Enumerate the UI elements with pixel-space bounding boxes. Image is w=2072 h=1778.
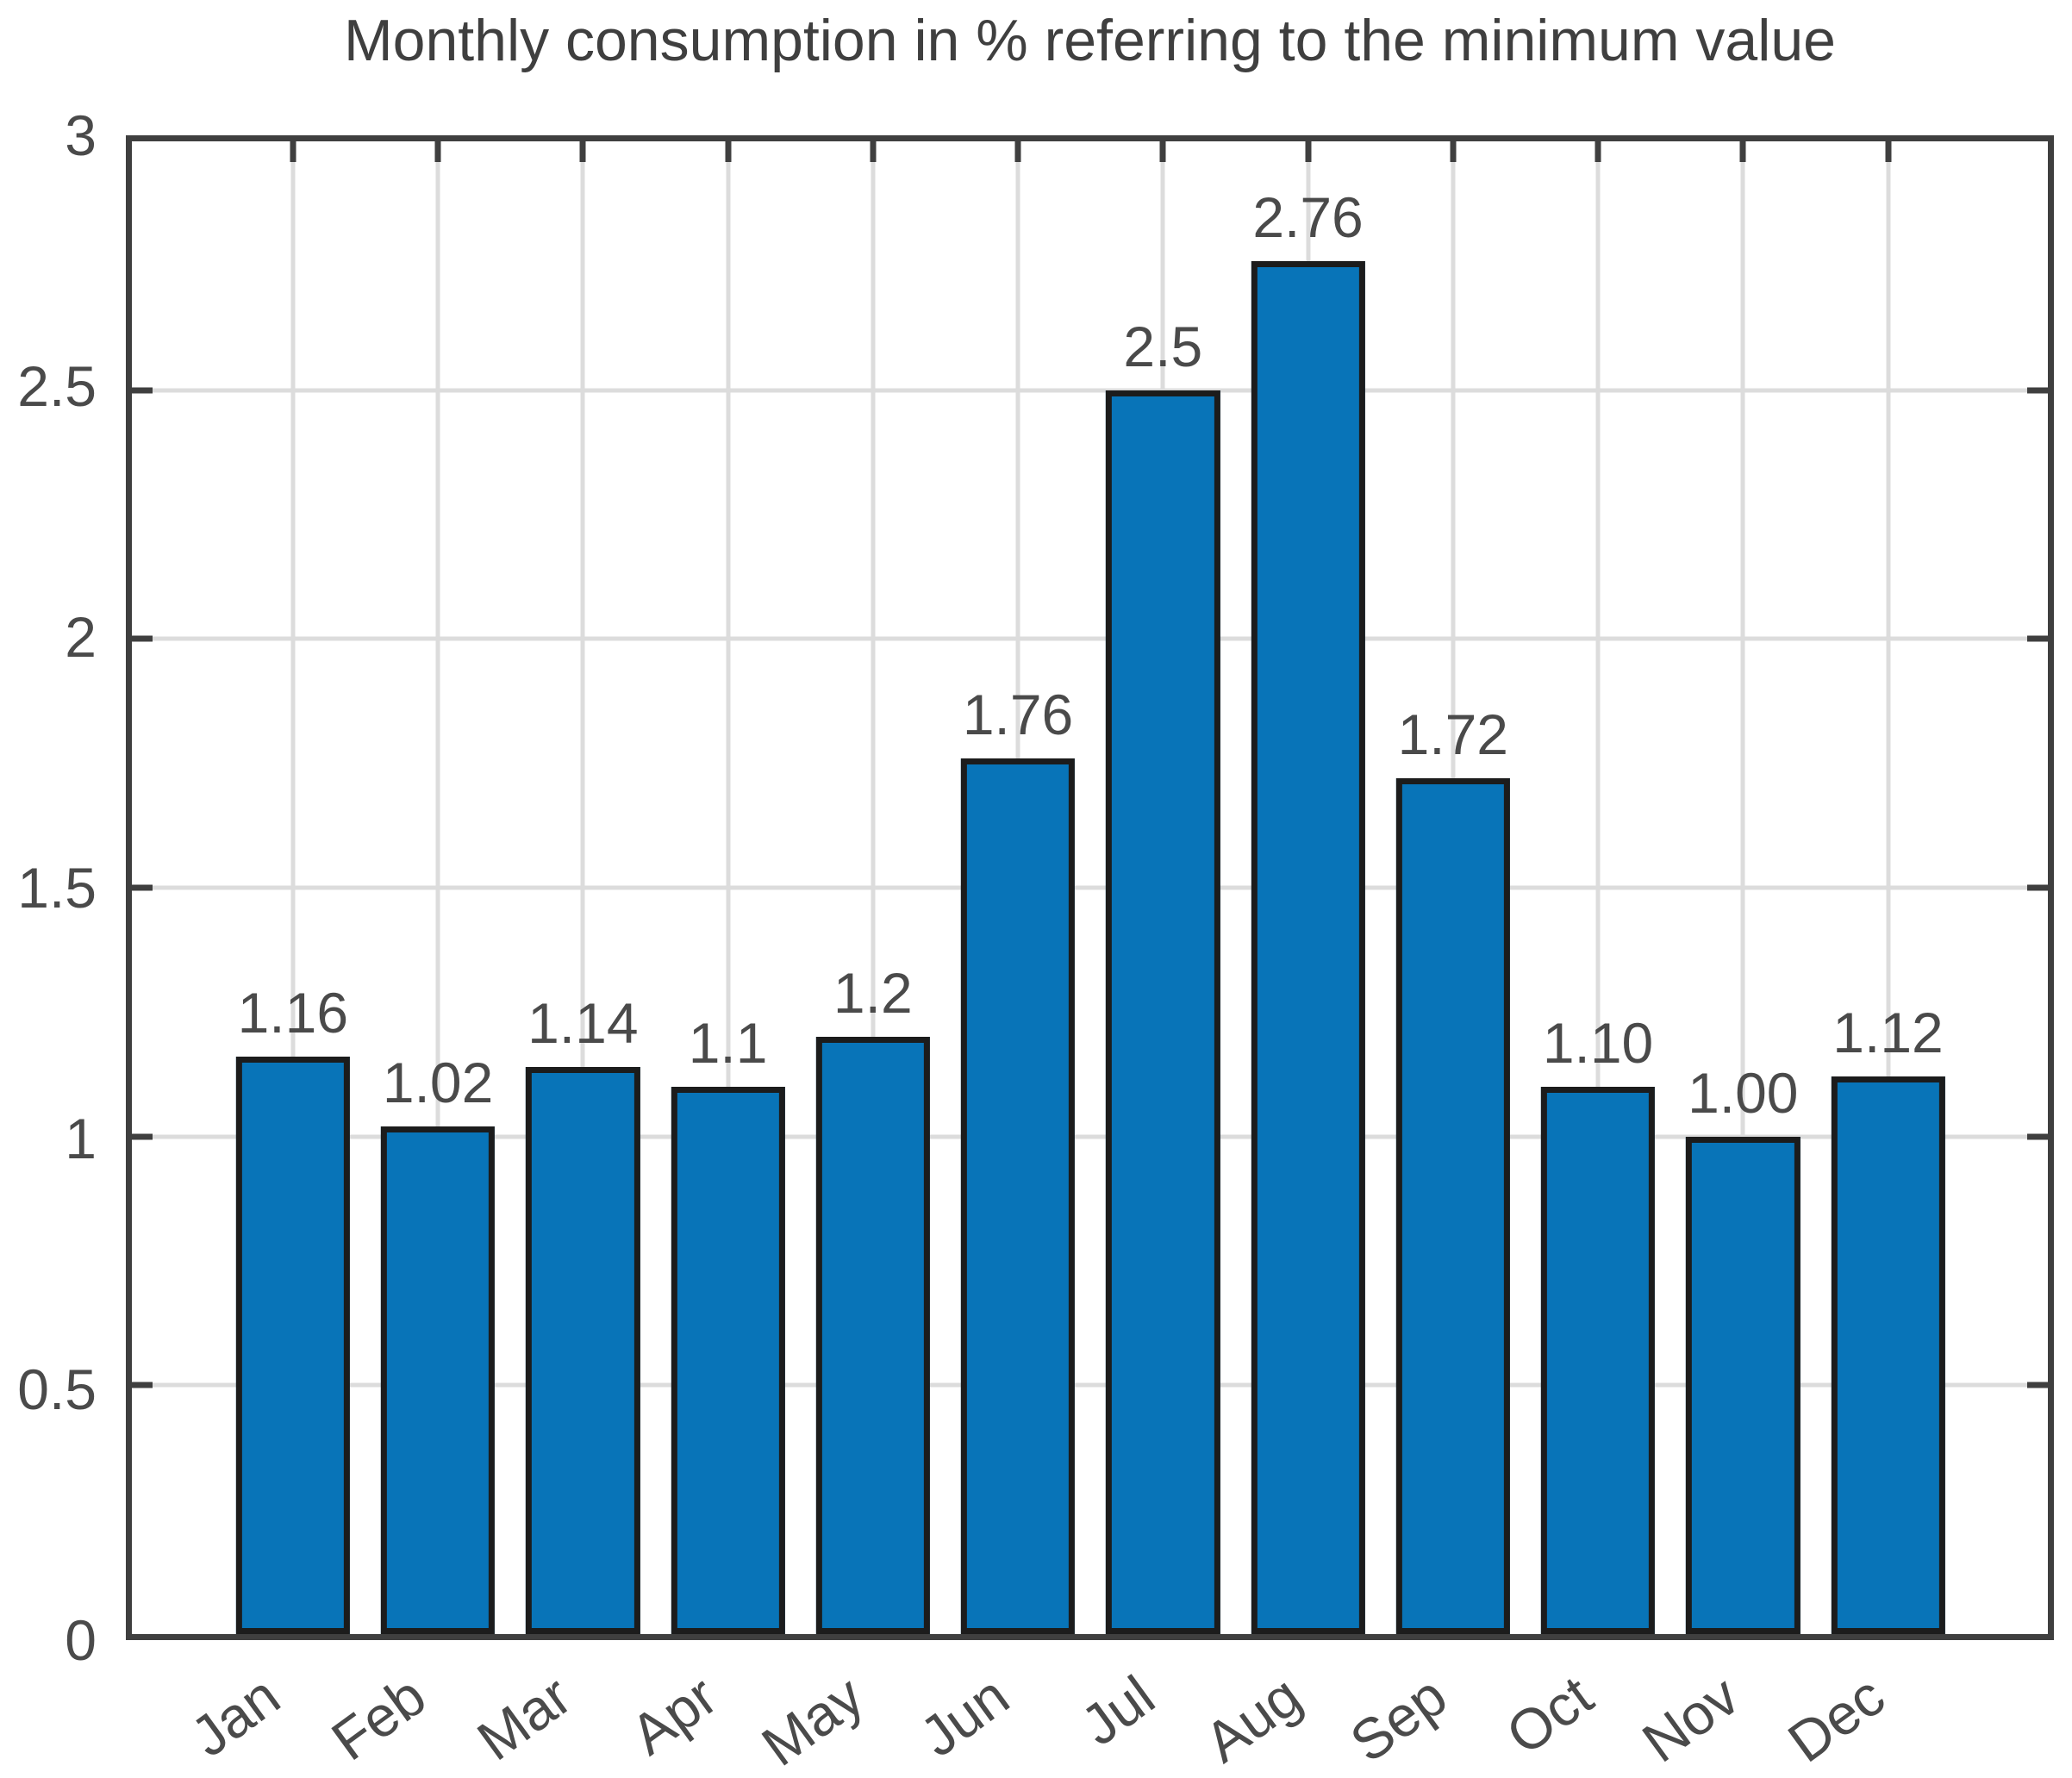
bar-jun (960, 758, 1076, 1634)
gridline-h (132, 1382, 2048, 1388)
gridline-h (132, 1134, 2048, 1139)
value-label-jun: 1.76 (962, 682, 1074, 746)
bar-dec (1831, 1076, 1945, 1634)
month-label-jan: Jan (178, 1663, 291, 1769)
gridline-h (132, 885, 2048, 890)
value-label-sep: 1.72 (1397, 702, 1509, 766)
value-label-mar: 1.14 (527, 990, 639, 1055)
value-label-jan: 1.16 (237, 981, 349, 1045)
value-label-nov: 1.00 (1688, 1060, 1799, 1125)
bar-oct (1540, 1086, 1656, 1634)
value-label-jul: 2.5 (1123, 314, 1203, 378)
y-tick-label: 1 (65, 1106, 97, 1170)
tick-left (132, 387, 153, 394)
gridline-v (726, 141, 731, 1634)
gridline-v (871, 141, 876, 1634)
tick-left (132, 635, 153, 642)
bar-mar (526, 1066, 640, 1634)
tick-top (1305, 141, 1312, 162)
tick-top (290, 141, 296, 162)
bar-sep (1395, 778, 1510, 1634)
tick-right (2027, 884, 2048, 891)
y-tick-label: 0.5 (17, 1357, 97, 1421)
chart-title: Monthly consumption in % referring to th… (344, 8, 1836, 73)
x-axis-labels: Jan Feb Mar Apr May Jun Jul Aug Sep Oct Nov Dec (126, 1640, 2054, 1778)
tick-top (1595, 141, 1601, 162)
bar-jul (1106, 390, 1220, 1634)
gridline-v (435, 141, 440, 1634)
y-tick-label: 1.5 (17, 856, 97, 920)
gridline-v (1886, 141, 1891, 1634)
value-label-feb: 1.02 (382, 1051, 494, 1115)
month-label-dec: Dec (1776, 1663, 1896, 1775)
tick-top (434, 141, 441, 162)
tick-top (1885, 141, 1892, 162)
tick-top (725, 141, 732, 162)
value-label-apr: 1.1 (688, 1010, 768, 1075)
bar-jan (235, 1057, 350, 1634)
month-label-feb: Feb (319, 1663, 437, 1773)
tick-left (132, 884, 153, 891)
tick-right (2027, 387, 2048, 394)
month-label-oct: Oct (1495, 1663, 1604, 1767)
bar-aug (1251, 260, 1365, 1634)
y-tick-label: 0 (65, 1608, 97, 1672)
gridline-h (132, 388, 2048, 393)
tick-left (132, 1382, 153, 1388)
month-label-sep: Sep (1339, 1663, 1458, 1775)
y-tick-label: 2.5 (17, 353, 97, 418)
tick-top (579, 141, 586, 162)
tick-right (2027, 1382, 2048, 1388)
month-label-mar: Mar (465, 1663, 583, 1773)
gridline-v (580, 141, 585, 1634)
month-label-may: May (750, 1663, 875, 1778)
value-label-oct: 1.10 (1542, 1010, 1654, 1075)
gridline-v (290, 141, 296, 1634)
gridline-v (1740, 141, 1745, 1634)
month-label-aug: Aug (1192, 1663, 1313, 1775)
tick-left (132, 1133, 153, 1140)
y-tick-label: 2 (65, 604, 97, 669)
month-label-nov: Nov (1630, 1663, 1751, 1775)
tick-top (870, 141, 877, 162)
bar-nov (1686, 1136, 1801, 1634)
tick-top (1159, 141, 1166, 162)
month-label-jul: Jul (1070, 1663, 1166, 1758)
tick-top (1739, 141, 1746, 162)
bar-apr (671, 1086, 785, 1634)
bar-may (815, 1037, 930, 1634)
gridline-v (1595, 141, 1601, 1634)
tick-right (2027, 1133, 2048, 1140)
y-tick-label: 3 (65, 103, 97, 167)
value-label-dec: 1.12 (1832, 1001, 1944, 1065)
bar-feb (380, 1126, 496, 1634)
tick-right (2027, 635, 2048, 642)
plot-area: 1.16 1.02 1.14 1.1 1.2 1.76 2.5 2.76 1.72 1.10 1.0… (126, 135, 2054, 1640)
value-label-may: 1.2 (833, 961, 913, 1026)
month-label-apr: Apr (619, 1663, 729, 1768)
y-axis-labels: 0 0.5 1 1.5 2 2.5 3 (0, 107, 97, 1669)
tick-top (1014, 141, 1021, 162)
value-label-aug: 2.76 (1252, 184, 1364, 249)
gridline-h (132, 636, 2048, 641)
month-label-jun: Jun (908, 1663, 1020, 1769)
tick-top (1450, 141, 1457, 162)
